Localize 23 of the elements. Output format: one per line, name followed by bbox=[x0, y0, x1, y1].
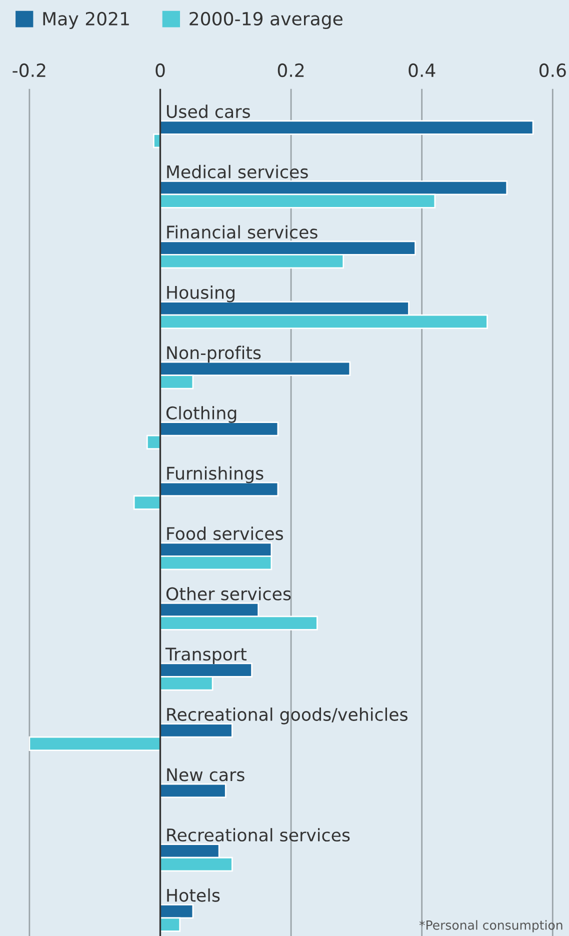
y-tick-label: Other services bbox=[166, 586, 291, 600]
y-tick-label: Housing bbox=[167, 286, 234, 302]
y-tick-label: Medical services bbox=[167, 164, 308, 178]
y-tick-label: Used cars bbox=[166, 104, 250, 118]
x-tick-label: 0.6 bbox=[539, 63, 566, 78]
annotation: *Personal consumption bbox=[419, 920, 562, 932]
y-tick-label: Financial services bbox=[167, 225, 318, 239]
y-tick-label: Transport bbox=[165, 648, 247, 664]
x-tick-label: 0 bbox=[156, 63, 165, 78]
legend-label: 2000-19 average bbox=[190, 12, 342, 30]
y-tick-label: Recreational goods/vehicles bbox=[167, 708, 408, 724]
y-tick-label: Furnishings bbox=[167, 466, 264, 484]
y-tick-label: Hotels bbox=[167, 888, 220, 902]
x-tick-label: 0.2 bbox=[278, 63, 304, 78]
y-tick-label: Non-profits bbox=[167, 346, 261, 363]
y-tick-label: Clothing bbox=[166, 406, 236, 423]
x-tick-label: -0.2 bbox=[12, 63, 46, 78]
x-tick-label: 0.4 bbox=[408, 63, 436, 78]
legend-label: May 2021 bbox=[43, 12, 129, 30]
y-tick-label: Recreational services bbox=[167, 828, 350, 842]
y-tick-label: Food services bbox=[167, 526, 283, 540]
y-tick-label: New cars bbox=[167, 768, 244, 782]
bar bbox=[160, 783, 226, 798]
